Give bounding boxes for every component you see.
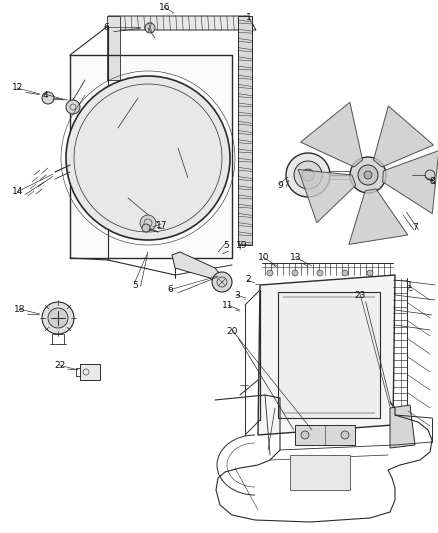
Text: 3: 3 <box>234 290 240 300</box>
Text: 19: 19 <box>236 240 248 249</box>
Text: 16: 16 <box>159 4 171 12</box>
Text: 22: 22 <box>54 360 66 369</box>
Circle shape <box>212 272 232 292</box>
Circle shape <box>286 153 330 197</box>
Circle shape <box>301 431 309 439</box>
Text: 14: 14 <box>12 188 24 197</box>
Circle shape <box>367 270 373 276</box>
Text: 5: 5 <box>223 241 229 251</box>
Polygon shape <box>70 55 232 258</box>
Text: 1: 1 <box>246 13 252 22</box>
Circle shape <box>292 270 298 276</box>
Text: 9: 9 <box>277 181 283 190</box>
Text: 12: 12 <box>12 84 24 93</box>
Polygon shape <box>278 292 380 418</box>
Circle shape <box>140 215 156 231</box>
Text: 20: 20 <box>226 327 238 336</box>
Circle shape <box>66 100 80 114</box>
Polygon shape <box>80 364 100 380</box>
Polygon shape <box>290 455 350 490</box>
Circle shape <box>364 171 372 179</box>
Circle shape <box>425 170 435 180</box>
Text: 18: 18 <box>14 305 26 314</box>
Circle shape <box>142 224 150 232</box>
Text: 23: 23 <box>354 290 366 300</box>
Circle shape <box>317 270 323 276</box>
Polygon shape <box>300 102 363 167</box>
Text: 17: 17 <box>156 221 168 230</box>
Circle shape <box>350 157 386 193</box>
Text: 6: 6 <box>103 23 109 33</box>
Polygon shape <box>258 275 395 435</box>
Polygon shape <box>390 405 415 448</box>
Polygon shape <box>172 252 225 285</box>
Text: 6: 6 <box>167 286 173 295</box>
Text: 8: 8 <box>429 177 435 187</box>
Circle shape <box>48 308 68 328</box>
Circle shape <box>267 270 273 276</box>
Polygon shape <box>295 425 355 445</box>
Text: 7: 7 <box>412 223 418 232</box>
Circle shape <box>358 165 378 185</box>
Polygon shape <box>298 169 356 223</box>
Circle shape <box>294 161 322 189</box>
Polygon shape <box>349 189 408 245</box>
Circle shape <box>302 169 314 181</box>
Polygon shape <box>238 16 252 245</box>
Text: 2: 2 <box>245 276 251 285</box>
Polygon shape <box>382 151 438 214</box>
Circle shape <box>341 431 349 439</box>
Polygon shape <box>76 86 203 230</box>
Text: 5: 5 <box>132 280 138 289</box>
Circle shape <box>342 270 348 276</box>
Polygon shape <box>374 106 434 167</box>
Circle shape <box>42 302 74 334</box>
Text: 11: 11 <box>222 301 234 310</box>
Text: 1: 1 <box>407 280 413 289</box>
Circle shape <box>66 76 230 240</box>
Polygon shape <box>107 16 120 80</box>
Text: 10: 10 <box>258 254 270 262</box>
Circle shape <box>42 92 54 104</box>
Text: 4: 4 <box>42 91 48 100</box>
Text: 13: 13 <box>290 254 302 262</box>
Polygon shape <box>108 16 256 30</box>
Circle shape <box>145 23 155 33</box>
